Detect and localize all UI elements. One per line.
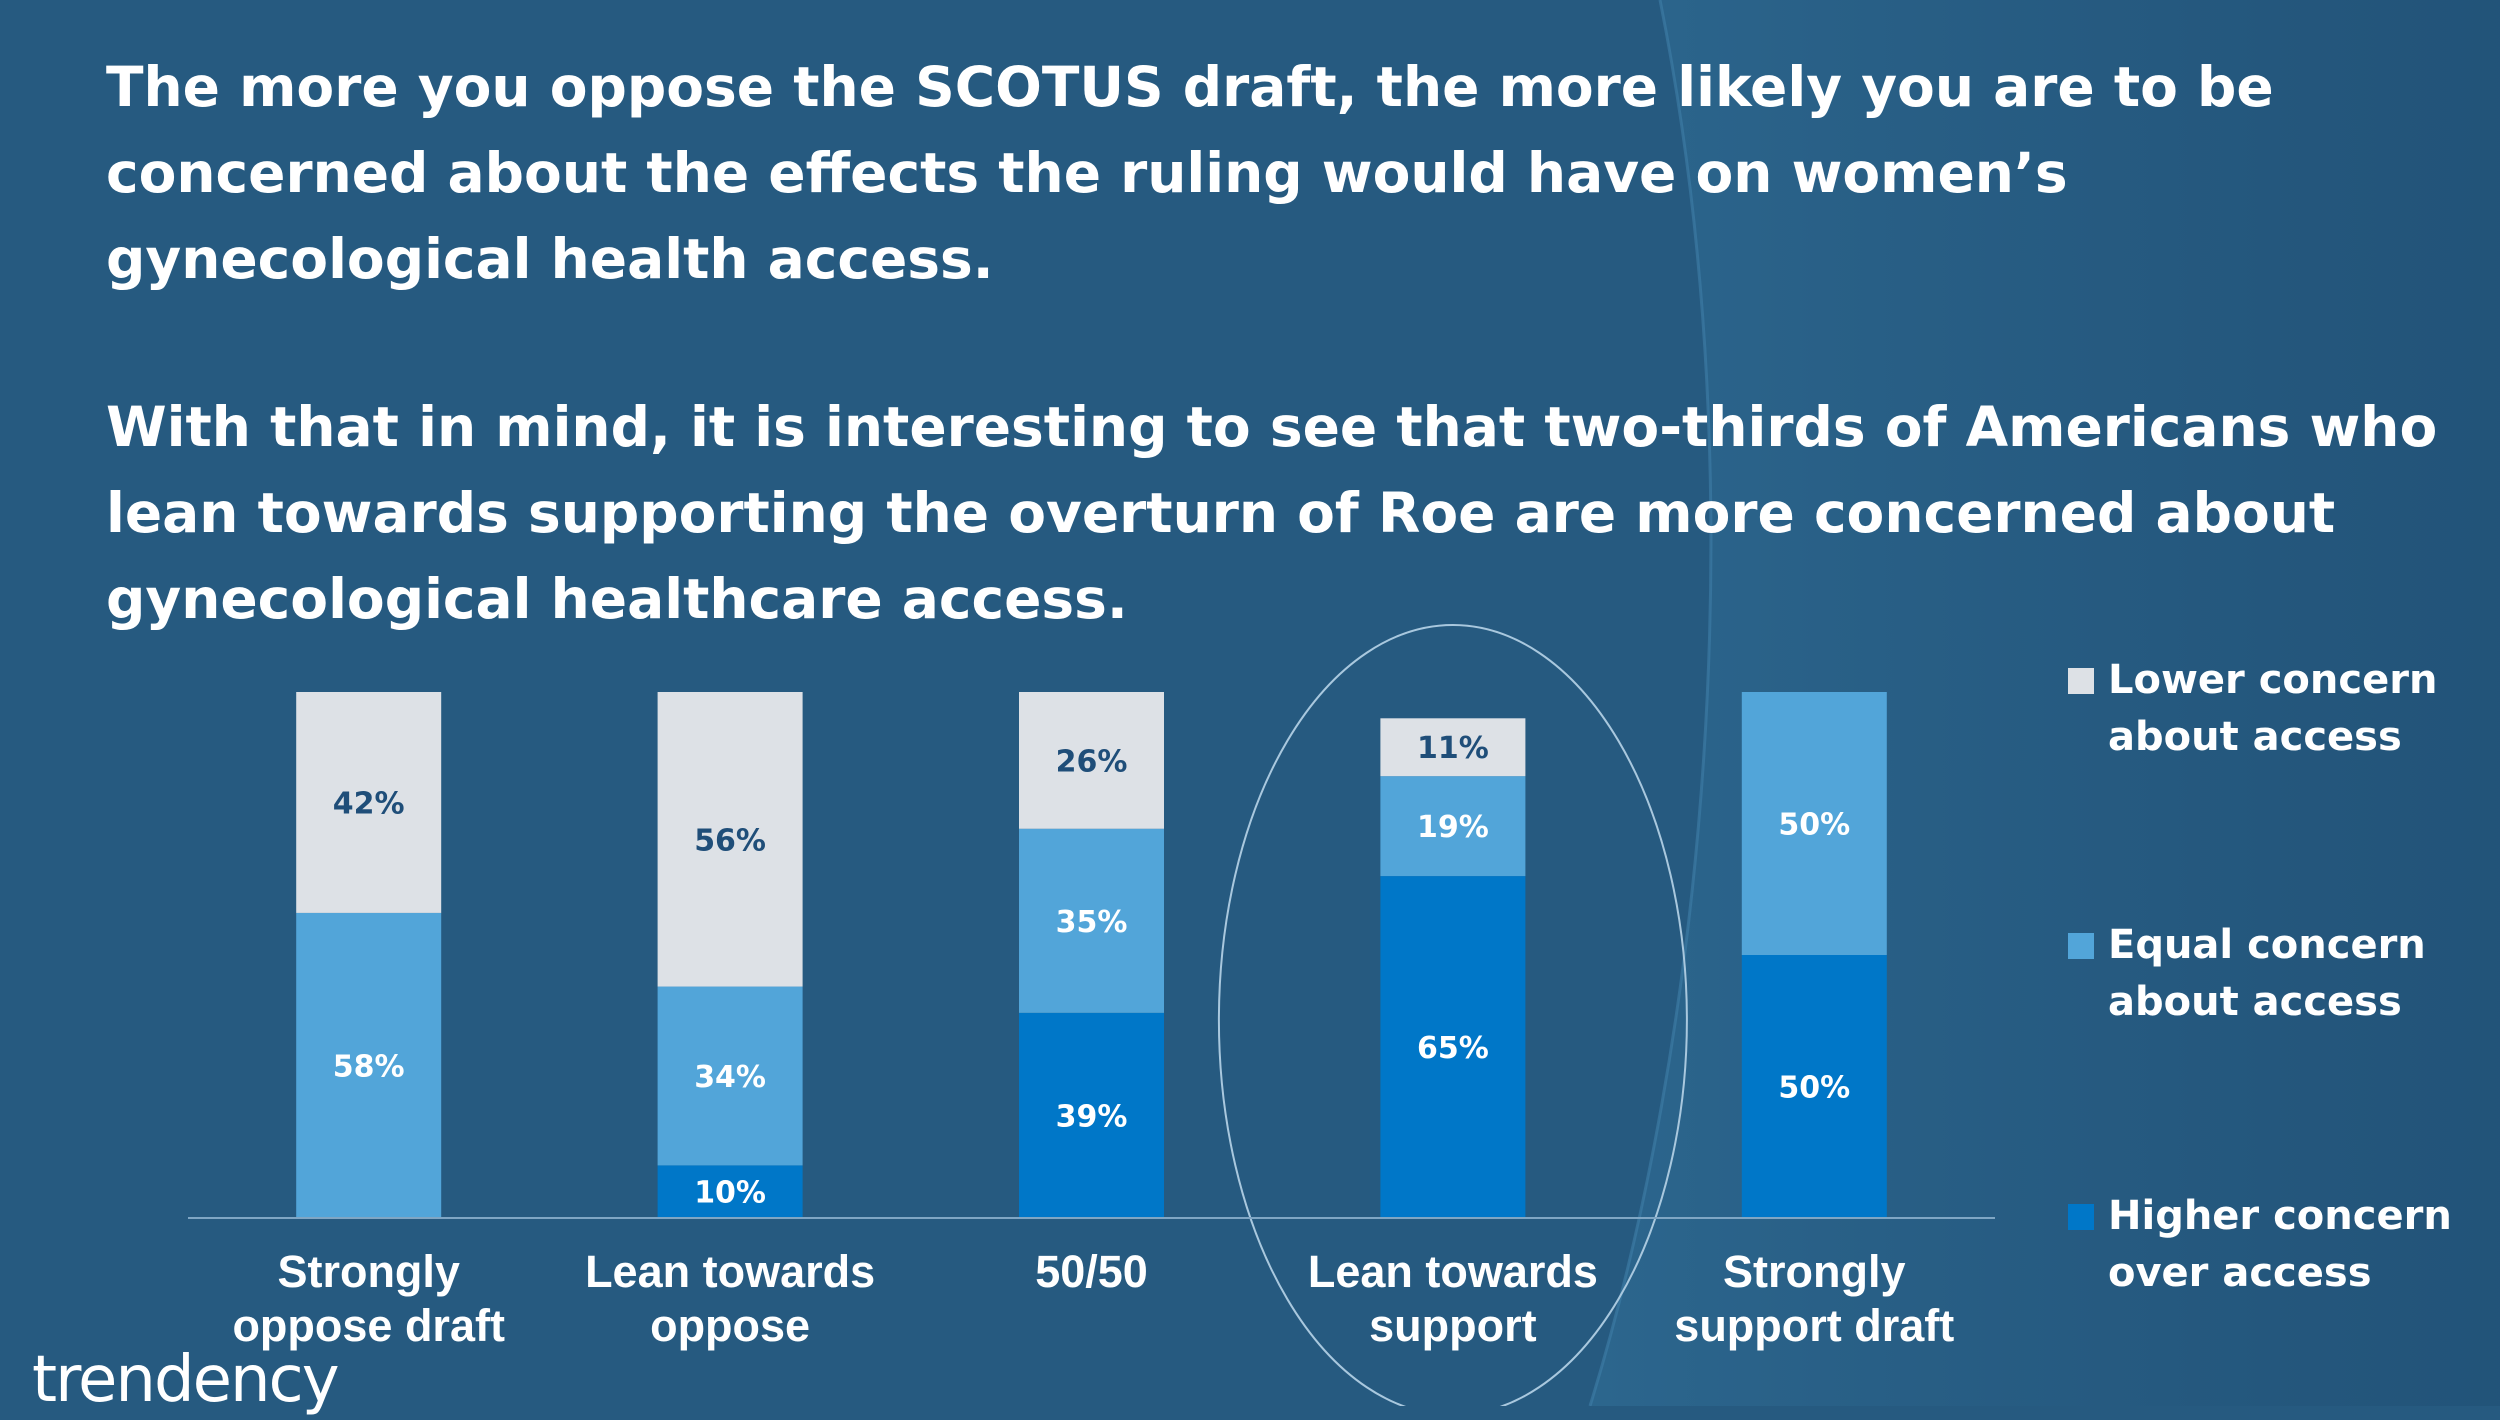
bar-lean-towards-support-higher-concern-over-access	[1380, 876, 1526, 1218]
bar-50-50-equal-concern-about-access	[1019, 828, 1164, 1013]
headline-paragraph-2: With that in mind, it is interesting to …	[106, 395, 2438, 631]
data-label-lean-towards-support-equal-concern-about-access: 19%	[1417, 810, 1489, 845]
headline-paragraph-1: The more you oppose the SCOTUS draft, th…	[106, 55, 2274, 291]
bar-50-50-higher-concern-over-access	[1019, 1012, 1164, 1218]
data-label-lean-towards-oppose-lower-concern-about-access: 56%	[694, 823, 766, 858]
data-label-lean-towards-support-lower-concern-about-access: 11%	[1417, 731, 1489, 766]
bar-50-50-lower-concern-about-access	[1019, 692, 1164, 829]
legend-label-equal: Equal concern about access	[2108, 922, 2426, 1025]
data-label-strongly-support-draft-higher-concern-over-access: 50%	[1778, 1071, 1850, 1106]
x-tick-label-lean-towards-support: Lean towards support	[1308, 1246, 1598, 1351]
trendency-logo: trendency	[32, 1343, 340, 1417]
data-label-lean-towards-oppose-equal-concern-about-access: 34%	[694, 1060, 766, 1095]
data-label-strongly-oppose-draft-lower-concern-about-access: 42%	[333, 786, 405, 821]
bar-lean-towards-oppose-lower-concern-about-access	[657, 692, 803, 987]
data-label-50-50-higher-concern-over-access: 39%	[1056, 1099, 1128, 1134]
bar-lean-towards-support-equal-concern-about-access	[1380, 776, 1526, 877]
legend-swatch-equal	[2068, 933, 2094, 959]
bar-strongly-support-draft-equal-concern-about-access	[1741, 692, 1887, 955]
headline: The more you oppose the SCOTUS draft, th…	[106, 44, 2486, 642]
x-tick-label-strongly-support-draft: Strongly support draft	[1674, 1246, 1954, 1351]
bar-lean-towards-support-lower-concern-about-access	[1380, 718, 1526, 777]
bar-strongly-support-draft-higher-concern-over-access	[1741, 955, 1887, 1218]
data-label-50-50-lower-concern-about-access: 26%	[1056, 744, 1128, 779]
bar-lean-towards-oppose-equal-concern-about-access	[657, 986, 803, 1166]
bar-lean-towards-oppose-higher-concern-over-access	[657, 1165, 803, 1218]
data-label-50-50-equal-concern-about-access: 35%	[1056, 905, 1128, 940]
bar-strongly-oppose-draft-lower-concern-about-access	[296, 692, 442, 913]
bar-strongly-oppose-draft-equal-concern-about-access	[296, 912, 442, 1218]
data-label-strongly-support-draft-equal-concern-about-access: 50%	[1778, 808, 1850, 843]
x-tick-label-lean-towards-oppose: Lean towards oppose	[585, 1246, 875, 1351]
x-tick-label-50-50: 50/50	[1035, 1246, 1148, 1297]
legend-swatch-lower	[2068, 668, 2094, 694]
data-label-strongly-oppose-draft-equal-concern-about-access: 58%	[333, 1049, 405, 1084]
x-tick-label-strongly-oppose-draft: Strongly oppose draft	[232, 1246, 505, 1351]
highlight-ellipse	[1217, 624, 1688, 1406]
legend-label-lower: Lower concern about access	[2108, 657, 2438, 760]
legend-label-higher: Higher concern over access	[2108, 1193, 2452, 1296]
data-label-lean-towards-oppose-higher-concern-over-access: 10%	[694, 1176, 766, 1211]
data-label-lean-towards-support-higher-concern-over-access: 65%	[1417, 1031, 1489, 1066]
legend-swatch-higher	[2068, 1204, 2094, 1230]
